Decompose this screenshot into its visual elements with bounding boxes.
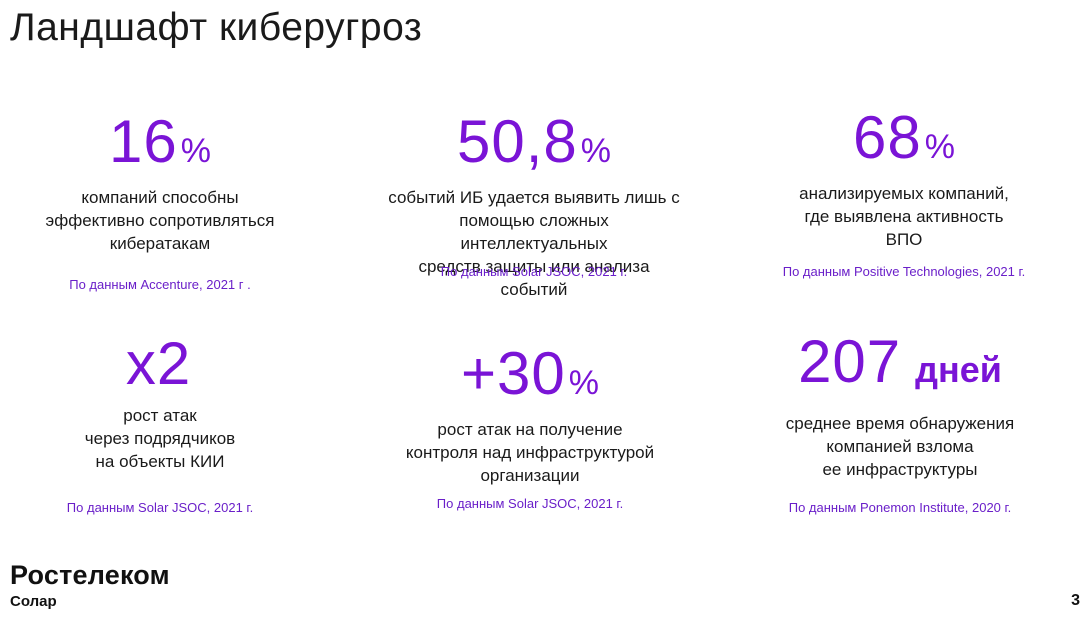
stat-description: событий ИБ удается выявить лишь с помощь… — [388, 188, 680, 299]
stat-description: компаний способны эффективно сопротивлят… — [45, 188, 275, 253]
stat-unit: дней — [915, 349, 1002, 390]
stat-number: 207 — [798, 328, 902, 395]
logo-subtitle: Солар — [10, 593, 57, 610]
stat-unit: % — [580, 132, 611, 170]
stat-value: 50,8% — [384, 112, 684, 172]
stat-source: По данным Solar JSOC, 2021 г. — [440, 264, 628, 279]
stat-source: По данным Solar JSOC, 2021 г. — [66, 500, 254, 515]
logo-name: Ростелеком — [10, 560, 170, 590]
company-logo: Ростелеком Солар — [10, 560, 170, 611]
stat-value: +30% — [370, 344, 690, 404]
stat-unit: % — [568, 364, 599, 402]
stat-card: x2 рост атак через подрядчиков на объект… — [0, 334, 320, 524]
stat-description: рост атак через подрядчиков на объекты К… — [84, 406, 236, 471]
stat-description: среднее время обнаружения компанией взло… — [785, 414, 1015, 479]
stat-card: +30% рост атак на получение контроля над… — [370, 344, 690, 524]
stat-value: 207 дней — [740, 332, 1060, 392]
stat-value: x2 — [0, 334, 320, 394]
stat-description: рост атак на получение контроля над инфр… — [405, 420, 655, 485]
stat-number: 50,8 — [456, 108, 578, 175]
stat-value: 68% — [744, 108, 1064, 168]
stat-number: x2 — [125, 330, 192, 397]
stat-number: 68 — [853, 104, 922, 171]
stat-card: 68% анализируемых компаний, где выявлена… — [744, 108, 1064, 288]
stat-number: +30 — [460, 340, 566, 407]
stat-source: По данным Positive Technologies, 2021 г. — [782, 264, 1026, 279]
page-number: 3 — [1071, 592, 1080, 609]
stat-unit: % — [924, 128, 955, 166]
stat-source: По данным Accenture, 2021 г . — [69, 277, 251, 292]
stat-description: анализируемых компаний, где выявлена акт… — [799, 184, 1009, 249]
stat-unit: % — [180, 132, 211, 170]
stat-source: По данным Solar JSOC, 2021 г. — [436, 496, 624, 511]
stat-source: По данным Ponemon Institute, 2020 г. — [788, 500, 1012, 515]
stat-card: 207 дней среднее время обнаружения компан… — [740, 332, 1060, 522]
stat-number: 16 — [109, 108, 178, 175]
stat-card: 16% компаний способны эффективно сопроти… — [0, 112, 320, 293]
stat-card: 50,8% событий ИБ удается выявить лишь с … — [384, 112, 684, 300]
page-title: Ландшафт киберугроз — [10, 6, 423, 49]
stat-value: 16% — [0, 112, 320, 172]
